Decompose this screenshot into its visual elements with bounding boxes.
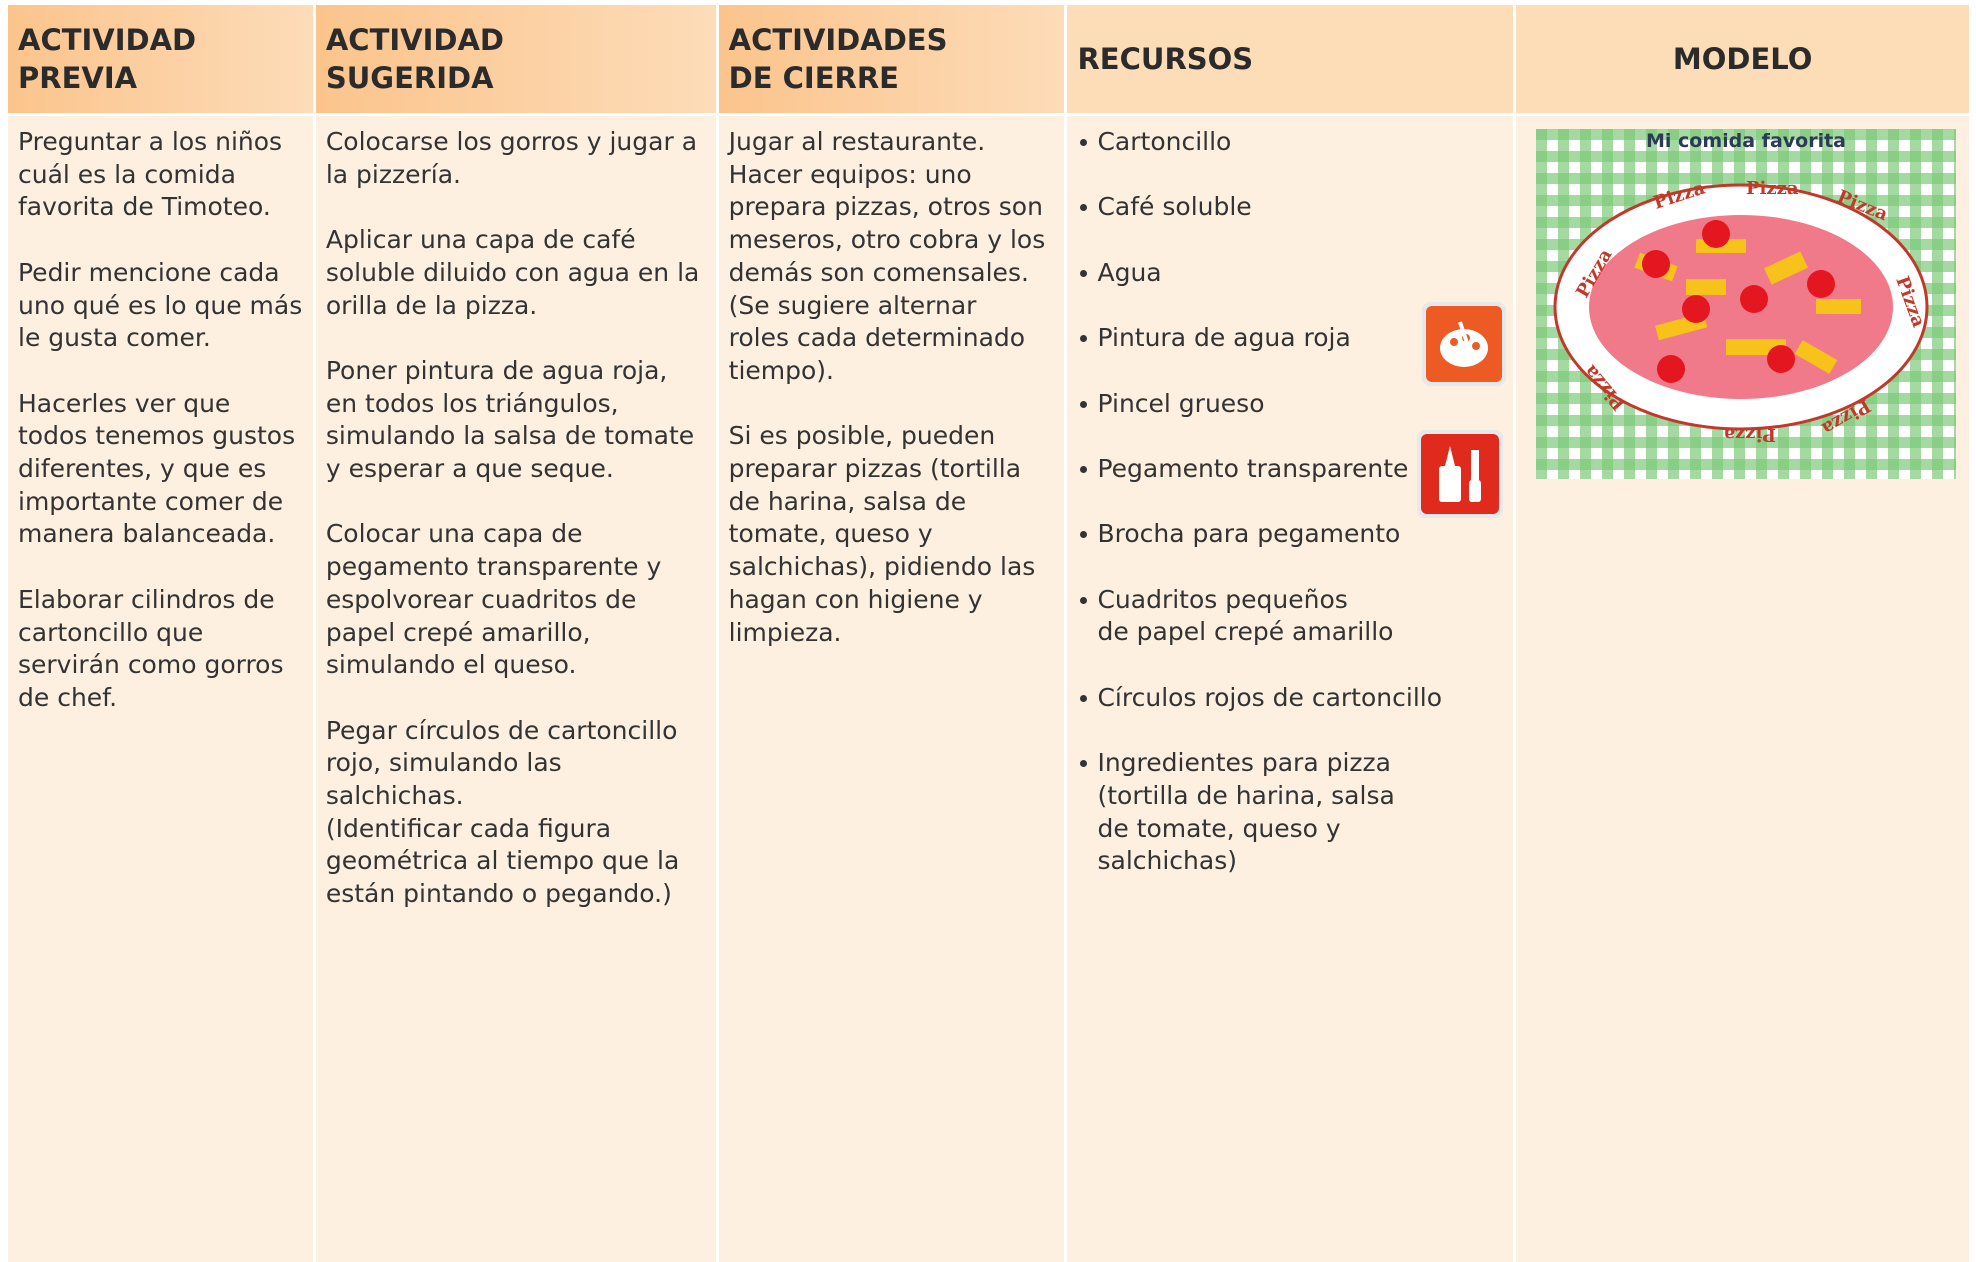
glue-icon: [1417, 430, 1504, 518]
resource-item: Cartoncillo: [1080, 126, 1503, 159]
column: ACTIVIDADES DE CIERRE Jugar al restauran…: [718, 5, 1065, 1262]
resource-item: Pincel grueso: [1080, 388, 1503, 421]
paragraph: Preguntar a los niños cuál es la comida …: [18, 127, 283, 222]
resource-item: Círculos rojos de cartoncillo: [1080, 682, 1503, 715]
paragraph: Pegar círculos de cartoncillo rojo, simu…: [325, 715, 680, 909]
header: ACTIVIDAD PREVIA: [8, 5, 313, 113]
plate-label: Pizza: [1723, 424, 1776, 445]
column: ACTIVIDAD PREVIA Preguntar a los niños c…: [8, 5, 313, 1262]
column-body: Jugar al restaurante. Hacer equipos: uno…: [718, 116, 1065, 1262]
column: ACTIVIDAD SUGERIDA Colocarse los gorros …: [315, 5, 716, 1262]
paragraph: Elaborar cilindros de cartoncillo que se…: [18, 584, 284, 712]
model-title: Mi comida favorita: [1646, 130, 1846, 152]
column: MODELO Mi comida favorita: [1516, 5, 1969, 1262]
resource-item: Pegamento transparente: [1080, 453, 1503, 486]
paragraph: Colocar una capa de pegamento transparen…: [325, 519, 662, 680]
paragraph: Hacerles ver que todos tenemos gustos di…: [18, 388, 296, 549]
plate-label: Pizza: [1746, 178, 1799, 199]
header: MODELO: [1516, 5, 1969, 113]
resource-item: Ingredientes para pizza (tortilla de har…: [1080, 747, 1503, 878]
resource-item: Brocha para pegamento: [1080, 518, 1503, 551]
paragraph: Si es posible, pueden preparar pizzas (t…: [728, 421, 1036, 647]
paragraph: Jugar al restaurante. Hacer equipos: uno…: [728, 127, 1046, 385]
activity-table: ACTIVIDAD PREVIA Preguntar a los niños c…: [8, 5, 1969, 1262]
paragraph: Poner pintura de agua roja, en todos los…: [325, 355, 695, 483]
header: RECURSOS: [1067, 5, 1514, 113]
resource-list: Cartoncillo Café soluble Agua Pintura de ag…: [1077, 126, 1503, 878]
paint-icon: [1422, 302, 1507, 386]
header: ACTIVIDAD SUGERIDA: [315, 5, 716, 113]
resource-item: Pintura de agua roja: [1080, 322, 1503, 355]
column-body: Cartoncillo Café soluble Agua Pintura de ag…: [1067, 116, 1514, 1262]
paragraph: Pedir mencione cada uno qué es lo que má…: [18, 257, 303, 353]
paragraph: Aplicar una capa de café soluble diluido…: [325, 225, 700, 320]
column-body: Colocarse los gorros y jugar a la pizzer…: [315, 116, 716, 1262]
resource-item: Agua: [1080, 257, 1503, 290]
model-image: Mi comida favorita Pizza Pizza Pizza Piz…: [1536, 129, 1957, 479]
header: ACTIVIDADES DE CIERRE: [718, 5, 1065, 113]
resource-item: Café soluble: [1080, 191, 1503, 224]
column: RECURSOS Cartoncillo Café soluble Agua Pint…: [1067, 5, 1514, 1262]
column-body: Preguntar a los niños cuál es la comida …: [8, 116, 313, 1262]
column-body: Mi comida favorita Pizza Pizza Pizza Piz…: [1516, 116, 1969, 1262]
resource-item: Cuadritos pequeños de papel crepé amaril…: [1080, 584, 1503, 649]
paragraph: Colocarse los gorros y jugar a la pizzer…: [325, 127, 698, 189]
